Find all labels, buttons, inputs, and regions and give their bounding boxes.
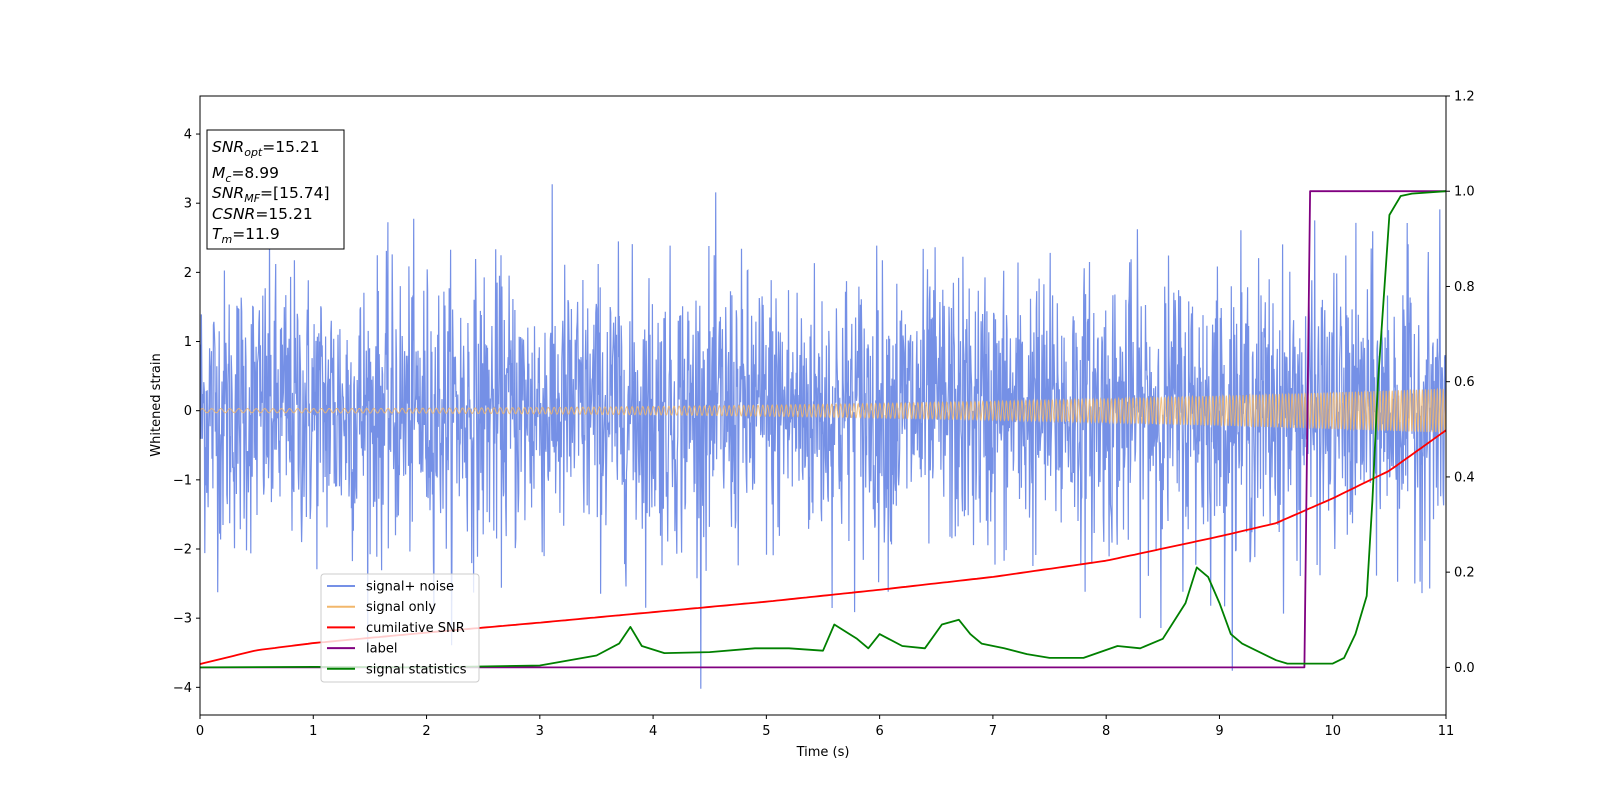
y2-tick-label: 0.8 [1454,280,1475,295]
legend-label: signal+ noise [366,580,454,595]
info-box-frame [206,129,345,250]
y-tick-label: 3 [184,197,192,212]
x-tick-label: 2 [422,724,430,739]
legend-label: label [366,642,397,657]
x-tick-label: 8 [1102,724,1110,739]
legend-label: signal statistics [366,662,467,677]
series-signal-statistics [200,190,1446,669]
y2-tick-label: 0.0 [1454,661,1475,676]
info-box-line: Mc=8.99 [212,164,279,185]
y2-tick-label: 1.0 [1454,185,1475,200]
x-tick-label: 6 [875,724,883,739]
axes-frame [199,95,1447,716]
x-tick-label: 5 [762,724,770,739]
series-signal-only [200,387,1446,434]
x-tick-label: 0 [196,724,204,739]
info-box-line: CSNR=15.21 [212,205,313,223]
y-axis-right: 0.0 0.2 0.4 0.6 0.8 1.0 1.2 [1446,90,1475,676]
y2-tick-label: 1.2 [1454,90,1475,105]
info-box-line: SNRMF=[15.74] [212,184,330,205]
x-tick-label: 4 [649,724,657,739]
x-tick-label: 10 [1324,724,1341,739]
y-tick-label: −3 [173,612,192,627]
y-tick-label: 4 [184,128,192,143]
x-axis-label: Time (s) [796,745,850,760]
legend: signal+ noise signal only cumilative SNR la… [320,573,480,683]
y-tick-label: 2 [184,266,192,281]
legend-label: cumilative SNR [366,621,465,636]
x-tick-label: 7 [989,724,997,739]
x-tick-label: 3 [536,724,544,739]
series-label [200,190,1446,669]
y2-tick-label: 0.2 [1454,566,1475,581]
x-axis: 0 1 2 3 4 5 6 7 8 9 10 11 [196,715,1454,739]
y-tick-label: −4 [173,681,192,696]
y2-tick-label: 0.4 [1454,470,1475,485]
series-signal-plus-noise [200,184,1446,689]
x-tick-label: 9 [1215,724,1223,739]
y-axis-left: −4 −3 −2 −1 0 1 2 3 4 [173,128,200,696]
y-tick-label: −2 [173,543,192,558]
legend-frame [320,573,480,683]
info-box: SNRopt=15.21 Mc=8.99SNRMF=[15.74]CSNR=15.… [206,129,345,250]
y2-tick-label: 0.6 [1454,375,1475,390]
x-tick-label: 11 [1438,724,1455,739]
y-axis-label: Whitened strain [149,353,164,456]
y-tick-label: 1 [184,335,192,350]
y-tick-label: −1 [173,473,192,488]
legend-label: signal only [366,600,436,615]
info-box-line: SNRopt=15.21 [212,138,320,159]
x-tick-label: 1 [309,724,317,739]
y-tick-label: 0 [184,404,192,419]
info-box-line: Tm=11.9 [212,225,280,246]
